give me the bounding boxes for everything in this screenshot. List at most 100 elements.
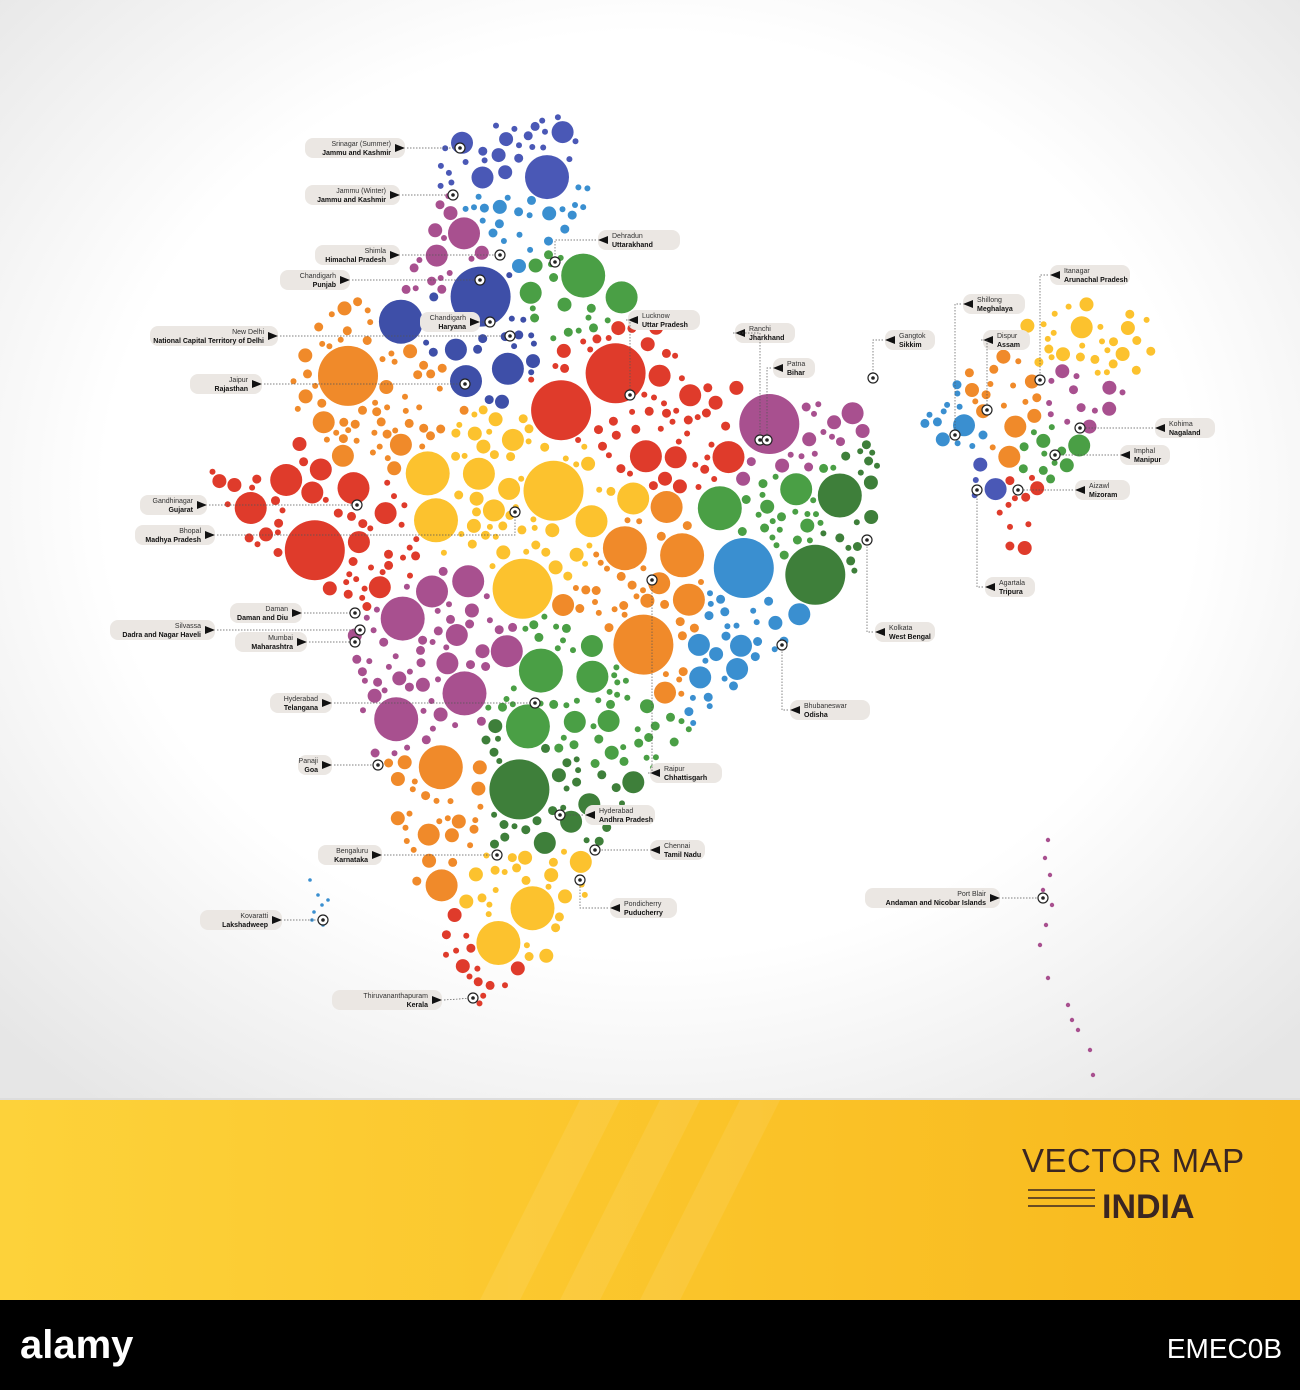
capital-name: Gangtok: [899, 333, 926, 340]
map-dot: [605, 452, 612, 459]
map-dot: [490, 865, 500, 875]
state-name: Meghalaya: [977, 306, 1013, 313]
map-dot: [492, 199, 507, 214]
island-dot: [1090, 1072, 1096, 1078]
map-dot: [679, 384, 702, 407]
map-dot: [605, 281, 638, 314]
leader-line: [766, 367, 771, 440]
leader-line: [866, 540, 873, 633]
map-dot: [606, 688, 613, 695]
map-dot: [284, 520, 345, 581]
map-dot: [368, 576, 391, 599]
map-dot: [475, 644, 490, 659]
map-dot: [672, 583, 705, 616]
map-dot: [551, 923, 561, 933]
map-dot: [501, 428, 524, 451]
map-dot: [1075, 352, 1085, 362]
map-dot: [926, 411, 933, 418]
map-dot: [662, 408, 671, 418]
map-dot: [401, 502, 408, 509]
map-dot: [811, 450, 818, 457]
map-dot: [453, 947, 460, 954]
map-dot: [1030, 481, 1045, 496]
map-dot: [503, 696, 510, 702]
map-dot: [333, 508, 343, 518]
map-dot: [367, 319, 374, 326]
map-dot: [629, 440, 662, 473]
map-dot: [471, 166, 494, 189]
map-dot: [869, 449, 876, 456]
map-dot: [616, 464, 626, 474]
map-dot: [488, 412, 503, 427]
map-dot: [1068, 434, 1091, 457]
island-dot: [1040, 887, 1046, 893]
map-dot: [346, 571, 353, 578]
map-dot: [380, 596, 425, 641]
map-dot: [660, 533, 705, 578]
map-dot: [657, 425, 664, 432]
map-dot: [326, 343, 333, 350]
map-dot: [580, 204, 587, 211]
map-dot: [392, 427, 399, 434]
map-dot: [353, 297, 363, 307]
map-dot: [522, 625, 529, 632]
capital-dot: [1078, 426, 1082, 430]
capital-dot: [1053, 453, 1057, 457]
map-dot: [539, 117, 546, 124]
map-dot: [739, 394, 800, 454]
label-box: [1075, 480, 1130, 500]
map-dot: [502, 982, 508, 989]
map-dot: [234, 492, 267, 524]
map-dot: [521, 825, 531, 835]
map-dot: [569, 547, 584, 562]
label-arrow: [1075, 486, 1085, 494]
map-dot: [989, 364, 999, 374]
capital-dot: [451, 193, 455, 197]
island-dot: [308, 878, 312, 882]
map-dot: [548, 560, 563, 575]
capital-name: Chandigarh: [430, 315, 466, 322]
map-dot: [572, 777, 582, 787]
map-dot: [562, 455, 569, 462]
state-name: Bihar: [787, 370, 805, 377]
map-dot: [442, 671, 487, 716]
map-dot: [830, 464, 837, 471]
map-dot: [1038, 465, 1048, 475]
capital-dot: [765, 438, 769, 442]
map-dot: [648, 364, 671, 387]
map-dot: [467, 842, 474, 849]
map-dot: [712, 441, 745, 474]
map-dot: [1131, 365, 1141, 375]
map-dot: [294, 405, 301, 412]
map-dot: [972, 398, 979, 405]
map-dot: [391, 750, 398, 757]
map-dot: [1021, 492, 1031, 502]
map-dot: [510, 685, 517, 692]
map-dot: [523, 460, 584, 521]
map-dot: [779, 550, 789, 560]
map-dot: [592, 334, 602, 344]
capital-dot: [478, 278, 482, 282]
map-dot: [530, 340, 537, 347]
map-dot: [729, 380, 744, 395]
map-dot: [370, 627, 377, 634]
map-dot: [620, 744, 627, 751]
map-dot: [483, 593, 490, 600]
map-dot: [590, 759, 600, 768]
capital-name: Raipur: [664, 766, 685, 773]
map-dot: [1015, 358, 1022, 365]
map-dot: [476, 921, 521, 965]
map-dot: [787, 451, 794, 458]
map-dot: [810, 497, 817, 504]
map-dot: [952, 380, 962, 390]
map-dot: [446, 614, 455, 624]
map-dot: [540, 442, 550, 452]
island-dot: [1087, 1047, 1093, 1053]
map-dot: [508, 622, 518, 632]
capital-dot: [628, 393, 632, 397]
map-dot: [746, 457, 756, 467]
map-dot: [444, 815, 451, 822]
map-dot: [376, 417, 386, 427]
state-name: Nagaland: [1169, 430, 1201, 437]
